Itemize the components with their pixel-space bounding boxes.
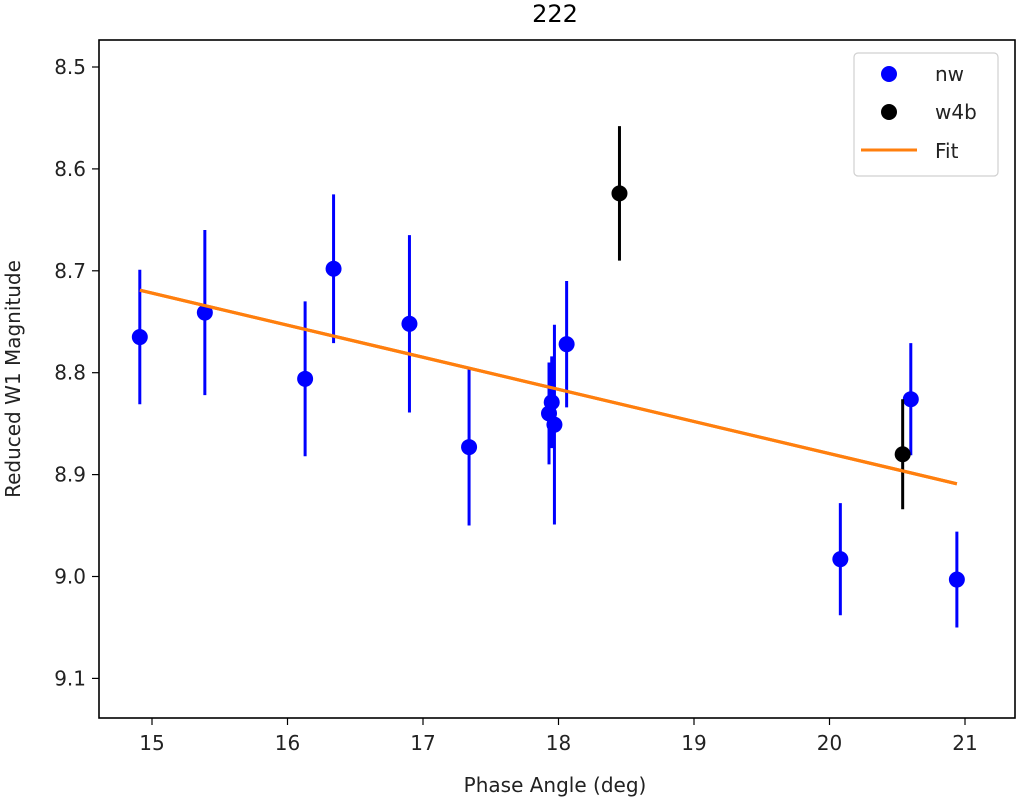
data-point [611, 185, 628, 202]
x-axis-label: Phase Angle (deg) [464, 773, 647, 797]
data-point [543, 394, 560, 411]
legend-nw-marker-icon [881, 66, 897, 82]
series-nw [131, 194, 965, 628]
y-axis-label: Reduced W1 Magnitude [1, 260, 25, 498]
legend-label-w4b: w4b [935, 100, 977, 124]
y-tick-label: 9.0 [54, 565, 86, 589]
chart-title: 222 [532, 0, 578, 28]
y-tick-label: 8.7 [54, 259, 86, 283]
x-axis-ticks: 15 16 17 18 19 20 21 [139, 718, 978, 755]
data-point [894, 446, 911, 463]
data-point [558, 336, 575, 353]
plot-area [131, 126, 965, 628]
axes-frame [98, 39, 1016, 719]
data-point [902, 391, 919, 408]
fit-line-overlay [139, 288, 958, 486]
data-point [297, 370, 314, 387]
x-tick-label: 16 [275, 731, 300, 755]
x-tick-label: 21 [952, 731, 977, 755]
y-tick-label: 8.9 [54, 463, 86, 487]
legend-box [853, 52, 999, 177]
x-tick-label: 15 [139, 731, 164, 755]
legend: nw w4b Fit [853, 52, 999, 177]
x-tick-label: 18 [546, 731, 571, 755]
x-tick-label: 17 [410, 731, 435, 755]
data-point [325, 260, 342, 277]
legend-w4b-marker-icon [881, 104, 897, 120]
y-tick-label: 8.5 [54, 55, 86, 79]
x-tick-label: 20 [817, 731, 842, 755]
data-point [546, 416, 563, 433]
legend-label-nw: nw [935, 62, 964, 86]
data-point [832, 551, 849, 568]
y-tick-label: 8.6 [54, 157, 86, 181]
legend-label-fit: Fit [935, 139, 959, 163]
y-tick-label: 9.1 [54, 666, 86, 690]
data-point [948, 571, 965, 588]
data-point [131, 329, 148, 346]
y-tick-label: 8.8 [54, 361, 86, 385]
x-tick-label: 19 [681, 731, 706, 755]
data-point [401, 315, 418, 332]
y-axis-ticks: 8.5 8.6 8.7 8.8 8.9 9.0 9.1 [54, 55, 99, 690]
series-w4b [611, 126, 911, 510]
data-point [196, 304, 213, 321]
data-point [461, 439, 478, 456]
